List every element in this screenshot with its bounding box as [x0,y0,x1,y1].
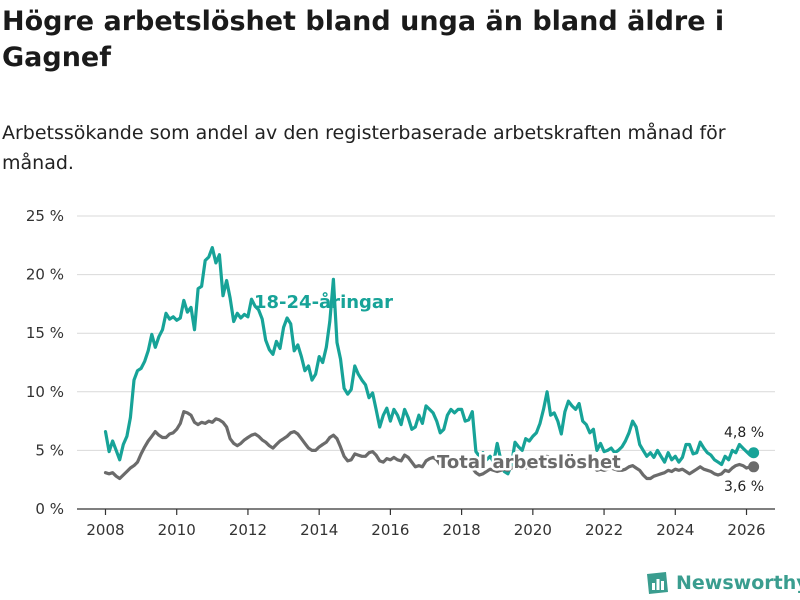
y-tick-label: 15 % [26,324,64,342]
x-tick-label: 2016 [371,521,409,539]
x-tick-label: 2012 [229,521,267,539]
end-value-label-total: 3,6 % [724,479,764,495]
series-lines [103,246,760,481]
y-axis-ticks: 0 % 5 % 10 % 15 % 20 % 25 % [26,207,64,518]
x-tick-label: 2008 [86,521,124,539]
y-tick-label: 5 % [35,441,64,459]
chart-title: Högre arbetslöshet bland unga än bland ä… [2,6,725,73]
series-line-youth [103,246,756,476]
y-tick-label: 10 % [26,383,64,401]
x-tick-label: 2014 [300,521,338,539]
end-value-label-youth: 4,8 % [724,425,764,441]
end-point-youth [748,447,760,459]
x-tick-label: 2024 [656,521,694,539]
y-tick-label: 0 % [35,500,64,518]
x-tick-label: 2026 [727,521,765,539]
end-point-total [748,461,760,473]
series-line-total [103,410,756,481]
chart-subtitle: Arbetssökande som andel av den registerb… [2,122,726,174]
y-tick-label: 25 % [26,207,64,225]
brand-logo: Newsworthy [644,568,800,598]
x-tick-label: 2018 [443,521,481,539]
bar-chart-logo-icon [647,572,668,594]
x-axis: 2008 2010 2012 2014 2016 2018 2020 2022 2024 2026 [77,508,775,539]
series-labels: 18-24-åringar Total arbetslöshet 4,8 % 3… [254,291,764,495]
series-label-youth: 18-24-åringar [254,291,393,313]
x-tick-label: 2020 [514,521,552,539]
x-tick-label: 2010 [158,521,196,539]
brand-name: Newsworthy [676,572,800,594]
x-tick-label: 2022 [585,521,623,539]
y-tick-label: 20 % [26,266,64,284]
series-label-total: Total arbetslöshet [437,452,621,473]
